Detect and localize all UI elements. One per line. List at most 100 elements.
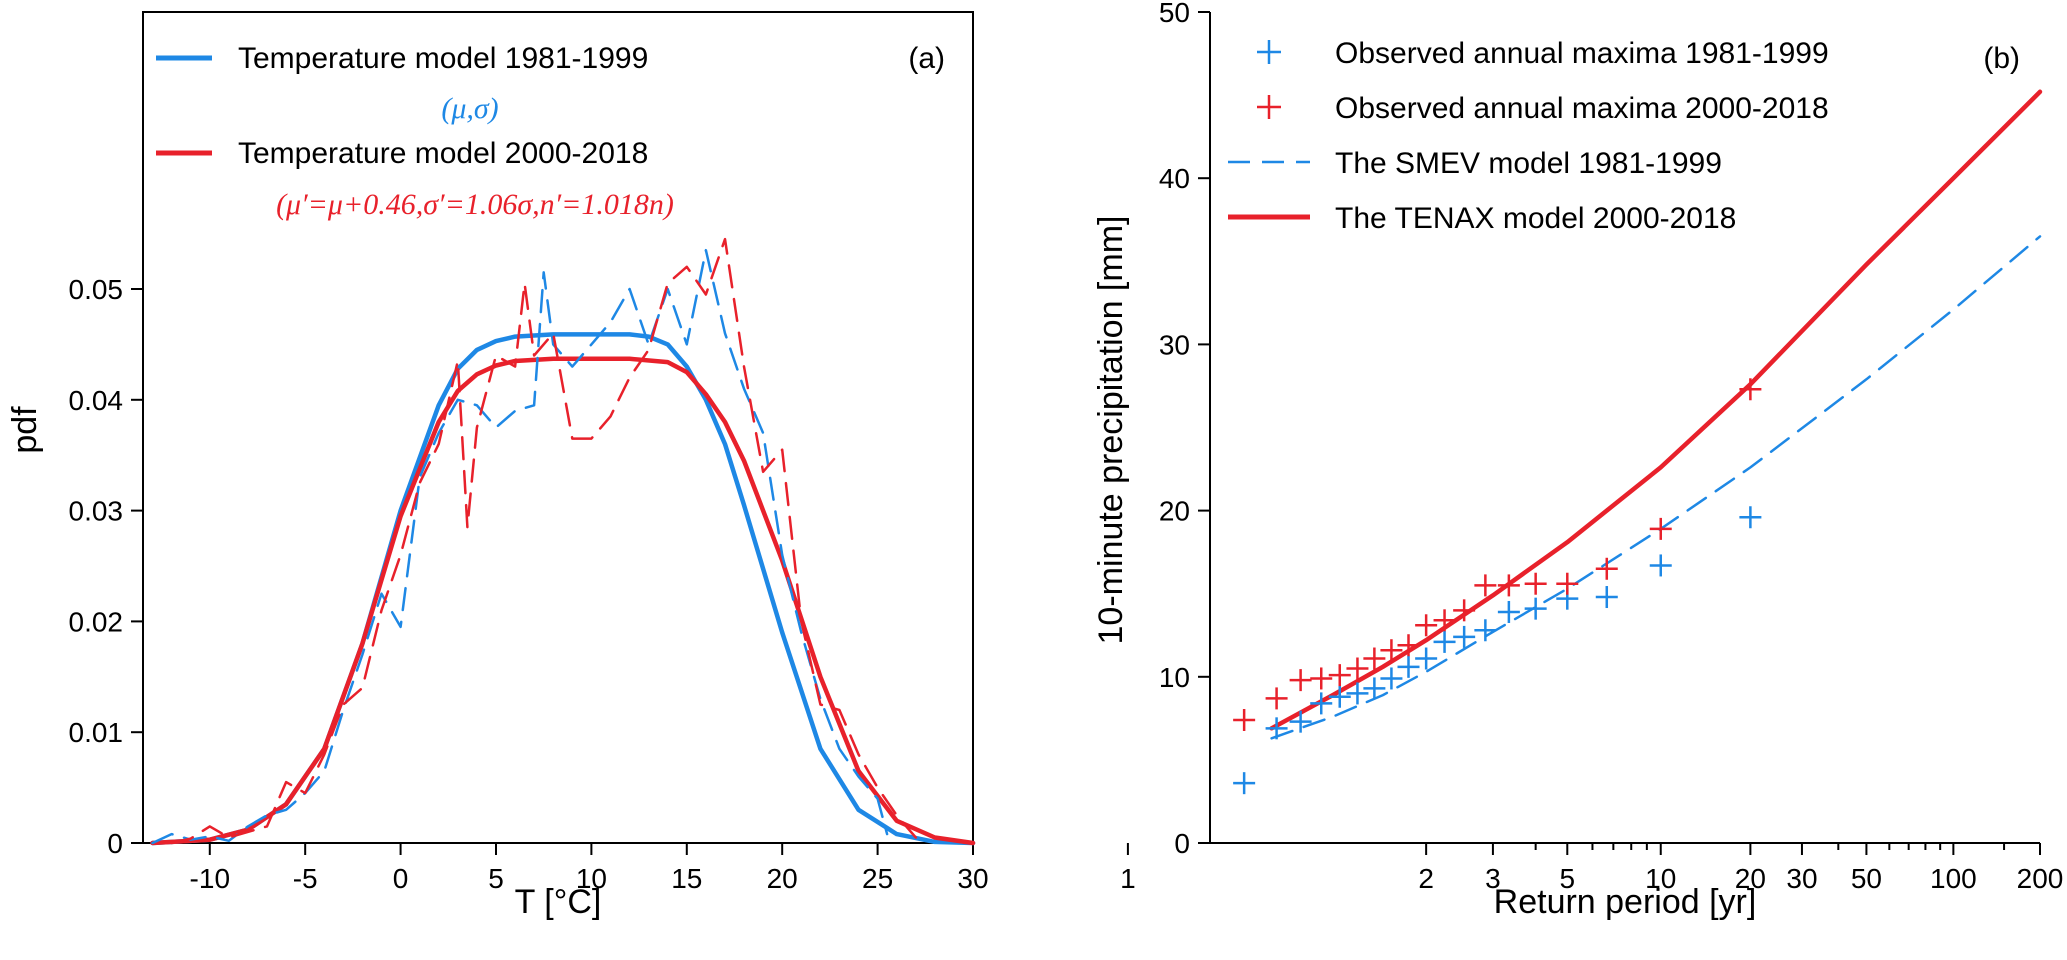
data-point-3 <box>1524 572 1547 595</box>
x-tick-label: 5 <box>1560 863 1576 894</box>
panel-b-return-period: 1 2 3 5 10 20 30 50 100 200 0 10 20 30 40 50 (b) Return… <box>1092 0 2063 921</box>
legend-b-label-3: The SMEV model 1981-1999 <box>1335 147 1722 180</box>
data-point-3 <box>1453 599 1476 622</box>
data-point-3 <box>1595 557 1618 580</box>
data-point-3 <box>1363 647 1386 670</box>
data-point-2 <box>1474 619 1497 642</box>
data-point-2 <box>1233 772 1256 795</box>
series-line-a-3 <box>170 237 918 845</box>
panel-a-frame <box>142 11 974 844</box>
x-tick-label: 0 <box>393 863 409 894</box>
data-point-3 <box>1474 574 1497 597</box>
y-tick-label: 40 <box>1159 163 1190 194</box>
data-point-3 <box>1433 609 1456 632</box>
panel-a-legend: Temperature model 1981-1999 (μ,σ) Temper… <box>156 42 674 221</box>
y-tick-label: 0.03 <box>69 496 124 527</box>
data-point-2 <box>1380 667 1403 690</box>
data-point-3 <box>1649 517 1672 540</box>
x-tick-label: 30 <box>1786 863 1817 894</box>
x-tick-label: 25 <box>862 863 893 894</box>
y-tick-label: 20 <box>1159 496 1190 527</box>
x-tick-label: 200 <box>2017 863 2064 894</box>
data-point-2 <box>1310 692 1333 715</box>
panel-b-series <box>1233 89 2043 795</box>
x-tick-label: -5 <box>293 863 318 894</box>
series-line-b-1 <box>1269 89 2043 731</box>
x-tick-label: 50 <box>1851 863 1882 894</box>
data-point-2 <box>1289 710 1312 733</box>
legend-a-param-2: (μ′=μ+0.46,σ′=1.06σ,n′=1.018n) <box>276 188 674 221</box>
data-point-2 <box>1415 647 1438 670</box>
data-point-3 <box>1233 709 1256 732</box>
data-point-2 <box>1346 682 1369 705</box>
data-point-3 <box>1265 687 1288 710</box>
panel-a-ylabel: pdf <box>6 406 44 454</box>
x-tick-label: 10 <box>1645 863 1676 894</box>
data-point-2 <box>1397 655 1420 678</box>
data-point-2 <box>1649 554 1672 577</box>
x-tick-label: 100 <box>1930 863 1977 894</box>
data-point-2 <box>1739 506 1762 529</box>
series-line-b-0 <box>1270 235 2042 740</box>
panel-a-label: (a) <box>908 42 945 75</box>
data-point-3 <box>1289 669 1312 692</box>
series-line-a-1 <box>150 356 976 846</box>
x-tick-label: 20 <box>767 863 798 894</box>
x-tick-label: 30 <box>957 863 988 894</box>
data-point-2 <box>1265 717 1288 740</box>
panel-a-temperature-pdf: -10 -5 0 5 10 15 20 25 30 0 0.01 0.02 0.03 0.04 0.05 (… <box>6 11 989 921</box>
x-tick-label: 2 <box>1418 863 1434 894</box>
data-point-2 <box>1497 600 1520 623</box>
legend-b-marker-1 <box>1257 40 1281 64</box>
panel-b-label: (b) <box>1983 42 2020 75</box>
data-point-2 <box>1328 685 1351 708</box>
data-point-2 <box>1524 597 1547 620</box>
data-point-3 <box>1328 664 1351 687</box>
data-point-3 <box>1346 657 1369 680</box>
panel-a-series <box>150 237 976 846</box>
data-point-3 <box>1397 634 1420 657</box>
panel-a-ticks: -10 -5 0 5 10 15 20 25 30 0 0.01 0.02 0.03 0.04 0.05 <box>69 274 989 894</box>
panel-b-ticks: 1 2 3 5 10 20 30 50 100 200 0 10 20 30 40 50 <box>1120 0 2063 894</box>
x-tick-label: 5 <box>488 863 504 894</box>
data-point-2 <box>1453 625 1476 648</box>
x-tick-label: 15 <box>671 863 702 894</box>
series-line-a-0 <box>150 332 976 846</box>
legend-a-label-2: Temperature model 2000-2018 <box>238 137 648 170</box>
y-tick-label: 0.01 <box>69 717 124 748</box>
series-line-a-2 <box>151 248 889 845</box>
data-point-2 <box>1595 586 1618 609</box>
data-point-3 <box>1497 574 1520 597</box>
legend-a-param-1: (μ,σ) <box>441 92 498 125</box>
panel-b-xlabel: Return period [yr] <box>1494 883 1757 921</box>
x-tick-label: -10 <box>190 863 230 894</box>
data-point-3 <box>1739 378 1762 401</box>
legend-b-label-1: Observed annual maxima 1981-1999 <box>1335 37 1829 70</box>
legend-b-label-4: The TENAX model 2000-2018 <box>1335 202 1736 235</box>
y-tick-label: 0.02 <box>69 606 124 637</box>
panel-b-legend: Observed annual maxima 1981-1999 Observe… <box>1228 37 1829 235</box>
panel-b-ylabel: 10-minute precipitation [mm] <box>1092 216 1130 645</box>
data-point-3 <box>1556 572 1579 595</box>
y-tick-label: 30 <box>1159 329 1190 360</box>
legend-b-marker-2 <box>1257 95 1281 119</box>
y-tick-label: 50 <box>1159 0 1190 28</box>
x-tick-label: 20 <box>1735 863 1766 894</box>
data-point-2 <box>1363 677 1386 700</box>
legend-b-label-2: Observed annual maxima 2000-2018 <box>1335 92 1829 125</box>
legend-a-label-1: Temperature model 1981-1999 <box>238 42 648 75</box>
x-tick-label: 3 <box>1485 863 1501 894</box>
y-tick-label: 0 <box>1174 828 1190 859</box>
panel-a-xlabel: T [°C] <box>515 883 602 921</box>
data-point-3 <box>1380 639 1403 662</box>
x-tick-label: 1 <box>1120 863 1136 894</box>
data-point-3 <box>1415 614 1438 637</box>
x-tick-label: 10 <box>576 863 607 894</box>
data-point-2 <box>1433 630 1456 653</box>
y-tick-label: 0.05 <box>69 274 124 305</box>
data-point-3 <box>1310 667 1333 690</box>
y-tick-label: 0.04 <box>69 385 124 416</box>
y-tick-label: 10 <box>1159 662 1190 693</box>
y-tick-label: 0 <box>107 828 123 859</box>
